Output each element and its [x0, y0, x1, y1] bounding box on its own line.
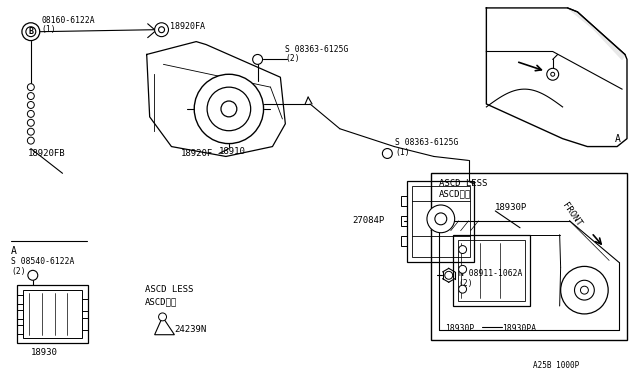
- Text: (2): (2): [11, 267, 26, 276]
- Circle shape: [459, 246, 467, 253]
- Circle shape: [207, 87, 251, 131]
- Bar: [17, 325, 23, 334]
- Circle shape: [547, 68, 559, 80]
- Circle shape: [580, 286, 588, 294]
- Circle shape: [28, 102, 35, 108]
- Text: 24239N: 24239N: [175, 325, 207, 334]
- Circle shape: [28, 93, 35, 100]
- Text: 18930P: 18930P: [445, 324, 474, 333]
- Circle shape: [459, 285, 467, 293]
- Text: A25B 1000P: A25B 1000P: [533, 362, 579, 371]
- Bar: [401, 216, 407, 226]
- Circle shape: [159, 313, 166, 321]
- Text: (1): (1): [42, 25, 56, 34]
- Bar: [23, 290, 83, 338]
- Circle shape: [28, 119, 35, 126]
- Bar: [401, 236, 407, 246]
- Circle shape: [194, 74, 264, 144]
- Text: S 08363-6125G: S 08363-6125G: [396, 138, 459, 147]
- Circle shape: [159, 27, 164, 33]
- Bar: [83, 299, 88, 311]
- Bar: [431, 173, 627, 340]
- Circle shape: [427, 205, 454, 233]
- Text: A: A: [615, 134, 621, 144]
- Text: 18930PA: 18930PA: [502, 324, 536, 333]
- Text: ASCD LESS: ASCD LESS: [145, 285, 193, 294]
- Circle shape: [22, 23, 40, 41]
- Bar: [412, 186, 470, 257]
- Text: (2): (2): [285, 54, 300, 64]
- Circle shape: [28, 270, 38, 280]
- Circle shape: [445, 271, 452, 279]
- Text: 18920FB: 18920FB: [28, 148, 65, 158]
- Text: 18930P: 18930P: [495, 203, 527, 212]
- Bar: [17, 285, 88, 343]
- Circle shape: [575, 280, 595, 300]
- Circle shape: [551, 72, 555, 76]
- Polygon shape: [568, 8, 625, 60]
- Text: FRONT: FRONT: [560, 201, 583, 228]
- Circle shape: [155, 23, 168, 36]
- Text: ASCD LESS: ASCD LESS: [439, 179, 487, 188]
- Text: N 08911-1062A: N 08911-1062A: [459, 269, 522, 278]
- Circle shape: [28, 137, 35, 144]
- Bar: [17, 310, 23, 319]
- Bar: [401, 196, 407, 206]
- Text: (2): (2): [459, 279, 473, 288]
- Text: 18930: 18930: [31, 347, 58, 357]
- Text: 18920FA: 18920FA: [170, 22, 205, 31]
- Circle shape: [435, 213, 447, 225]
- Circle shape: [28, 128, 35, 135]
- Text: 18920F: 18920F: [181, 148, 214, 158]
- Circle shape: [561, 266, 608, 314]
- Bar: [407, 181, 474, 262]
- Circle shape: [382, 148, 392, 158]
- Circle shape: [253, 54, 262, 64]
- Circle shape: [28, 110, 35, 117]
- Text: S 08363-6125G: S 08363-6125G: [285, 45, 349, 54]
- Circle shape: [26, 27, 36, 36]
- Text: ASCD無重: ASCD無重: [439, 189, 471, 198]
- Circle shape: [459, 265, 467, 273]
- Bar: [458, 240, 525, 301]
- Text: 08160-6122A: 08160-6122A: [42, 16, 95, 25]
- Text: A: A: [11, 246, 17, 256]
- Circle shape: [28, 84, 35, 91]
- Text: (1): (1): [396, 148, 410, 157]
- Text: 18910: 18910: [219, 147, 246, 155]
- Text: B: B: [28, 27, 33, 36]
- Text: S 08540-6122A: S 08540-6122A: [11, 257, 74, 266]
- Bar: [452, 235, 530, 306]
- Bar: [83, 318, 88, 330]
- Text: ASCD無重: ASCD無重: [145, 297, 177, 306]
- Bar: [17, 295, 23, 304]
- Text: 27084P: 27084P: [353, 216, 385, 225]
- Circle shape: [221, 101, 237, 117]
